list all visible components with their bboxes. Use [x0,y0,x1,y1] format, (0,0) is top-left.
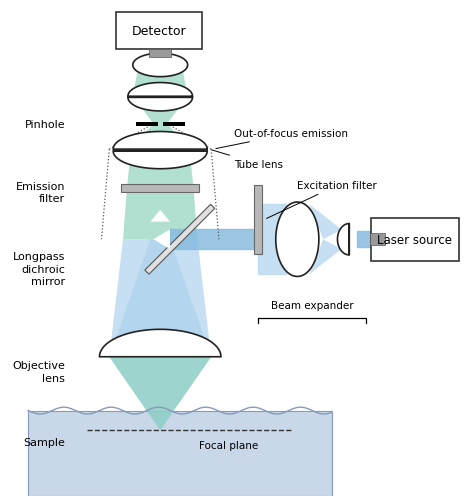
Polygon shape [337,224,349,256]
Bar [28,411,332,496]
Text: Excitation filter: Excitation filter [266,181,377,219]
Text: Tube lens: Tube lens [212,151,283,169]
Text: Detector: Detector [132,25,187,38]
Polygon shape [145,205,215,275]
Polygon shape [276,202,319,277]
Polygon shape [154,230,170,249]
Polygon shape [100,330,221,357]
Polygon shape [128,98,192,112]
Polygon shape [109,240,211,357]
Text: Objective
lens: Objective lens [12,361,65,383]
Polygon shape [123,189,198,240]
Polygon shape [133,66,188,97]
Bar [116,13,202,50]
Text: Longpass
dichroic
mirror: Longpass dichroic mirror [13,252,65,287]
Polygon shape [139,58,182,66]
Bar [163,122,185,126]
Polygon shape [150,210,170,222]
Text: Out-of-focus emission: Out-of-focus emission [216,129,347,149]
Polygon shape [133,54,188,78]
Polygon shape [113,132,207,150]
Text: Laser source: Laser source [377,233,452,246]
Polygon shape [109,357,211,430]
Text: Focal plane: Focal plane [200,440,259,450]
Polygon shape [127,150,193,189]
Bar [121,185,200,193]
Polygon shape [128,83,192,97]
Text: Sample: Sample [23,437,65,447]
Text: Beam expander: Beam expander [271,300,353,310]
Polygon shape [309,240,341,275]
Polygon shape [131,124,190,150]
Bar [136,122,158,126]
Bar [254,186,262,255]
Polygon shape [133,97,188,124]
Polygon shape [109,240,211,357]
Text: Emission
filter: Emission filter [16,182,65,204]
Bar [149,50,171,58]
Polygon shape [109,357,211,430]
Text: Pinhole: Pinhole [25,119,65,129]
Bar [370,234,385,245]
Polygon shape [113,152,207,169]
Bar [371,218,459,261]
Polygon shape [309,204,341,240]
